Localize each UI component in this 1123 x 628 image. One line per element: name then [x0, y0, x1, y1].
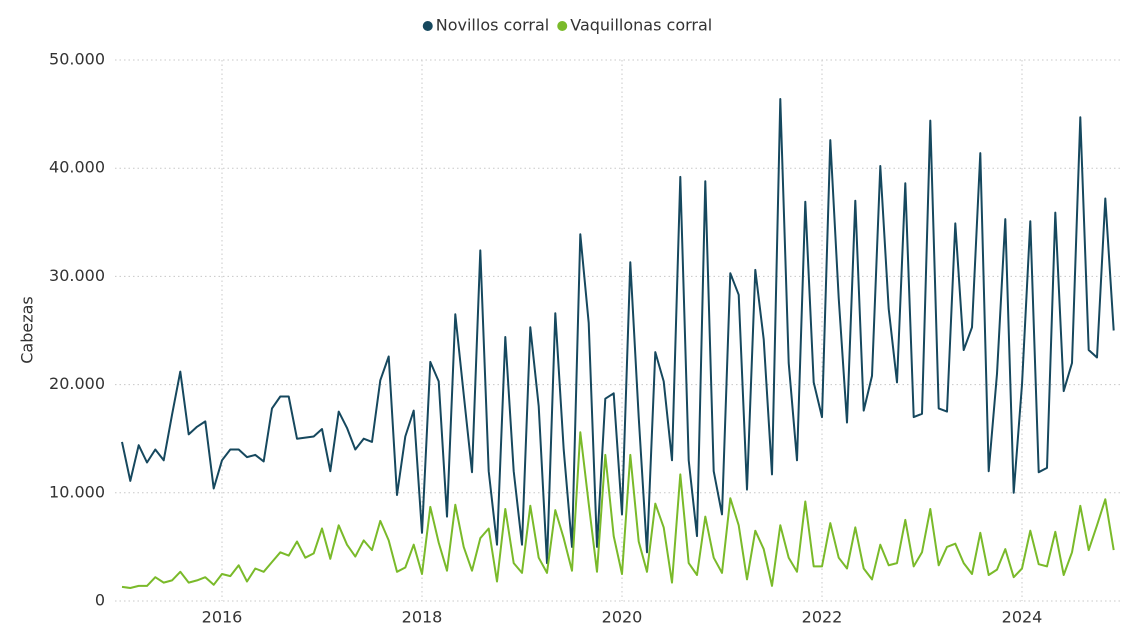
legend-marker	[422, 21, 433, 31]
legend: Novillos corral Vaquillonas corral	[422, 16, 712, 35]
line-series	[121, 98, 1115, 565]
x-tick-label: 2022	[802, 608, 843, 627]
x-tick-label: 2024	[1002, 608, 1043, 627]
y-tick-label: 10.000	[49, 482, 105, 501]
y-tick-label: 40.000	[49, 158, 105, 177]
legend-label: Vaquillonas corral	[570, 16, 712, 35]
y-tick-label: 50.000	[49, 50, 105, 69]
x-tick-label: 2020	[602, 608, 643, 627]
legend-marker	[557, 21, 568, 31]
y-tick-label: 20.000	[49, 374, 105, 393]
x-tick-label: 2016	[202, 608, 243, 627]
y-tick-label: 0	[95, 591, 105, 610]
x-tick-label: 2018	[402, 608, 443, 627]
y-axis-label: Cabezas	[18, 296, 37, 364]
y-tick-label: 30.000	[49, 266, 105, 285]
legend-label: Novillos corral	[436, 16, 549, 35]
line-series	[121, 431, 1115, 589]
